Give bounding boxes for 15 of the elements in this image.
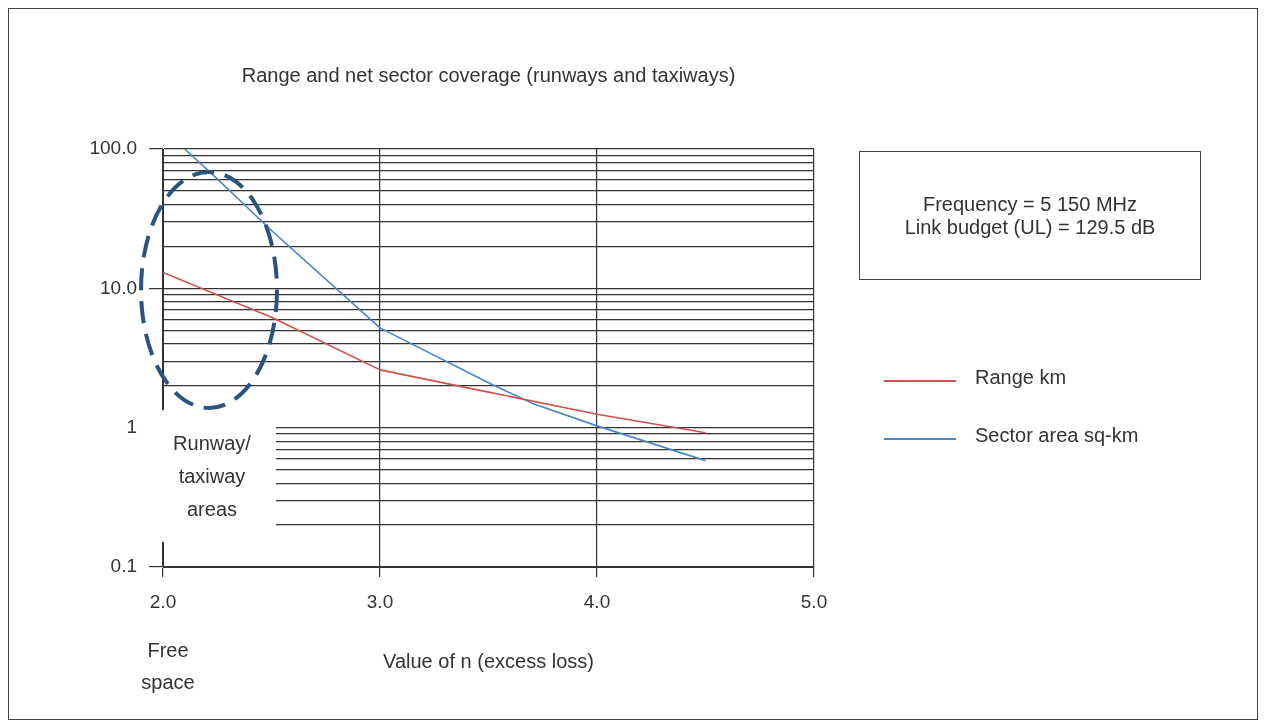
legend-label: Sector area sq-km [975,424,1139,447]
y-tick-label: 0.1 [110,555,137,577]
x-tick-label: 5.0 [800,590,828,612]
text: Free space [140,638,196,695]
x-axis-title: Value of n (excess loss) [383,650,594,672]
x-tick-label: 2.0 [149,590,177,612]
text: Frequency = 5 150 MHz Link budget (UL) = 129.5 dB [859,151,1201,280]
y-tick-label: 10.0 [100,276,137,298]
y-tick-label: 100.0 [89,137,137,159]
chart-title: Range and net sector coverage (runways and taxiways) [240,64,737,87]
x-tick-label: 4.0 [583,590,611,612]
x-tick-label: 3.0 [366,590,394,612]
legend-label: Range km [975,366,1067,389]
annotation: Runway/ taxiway areas [148,410,276,542]
y-tick-label: 1 [126,415,137,437]
